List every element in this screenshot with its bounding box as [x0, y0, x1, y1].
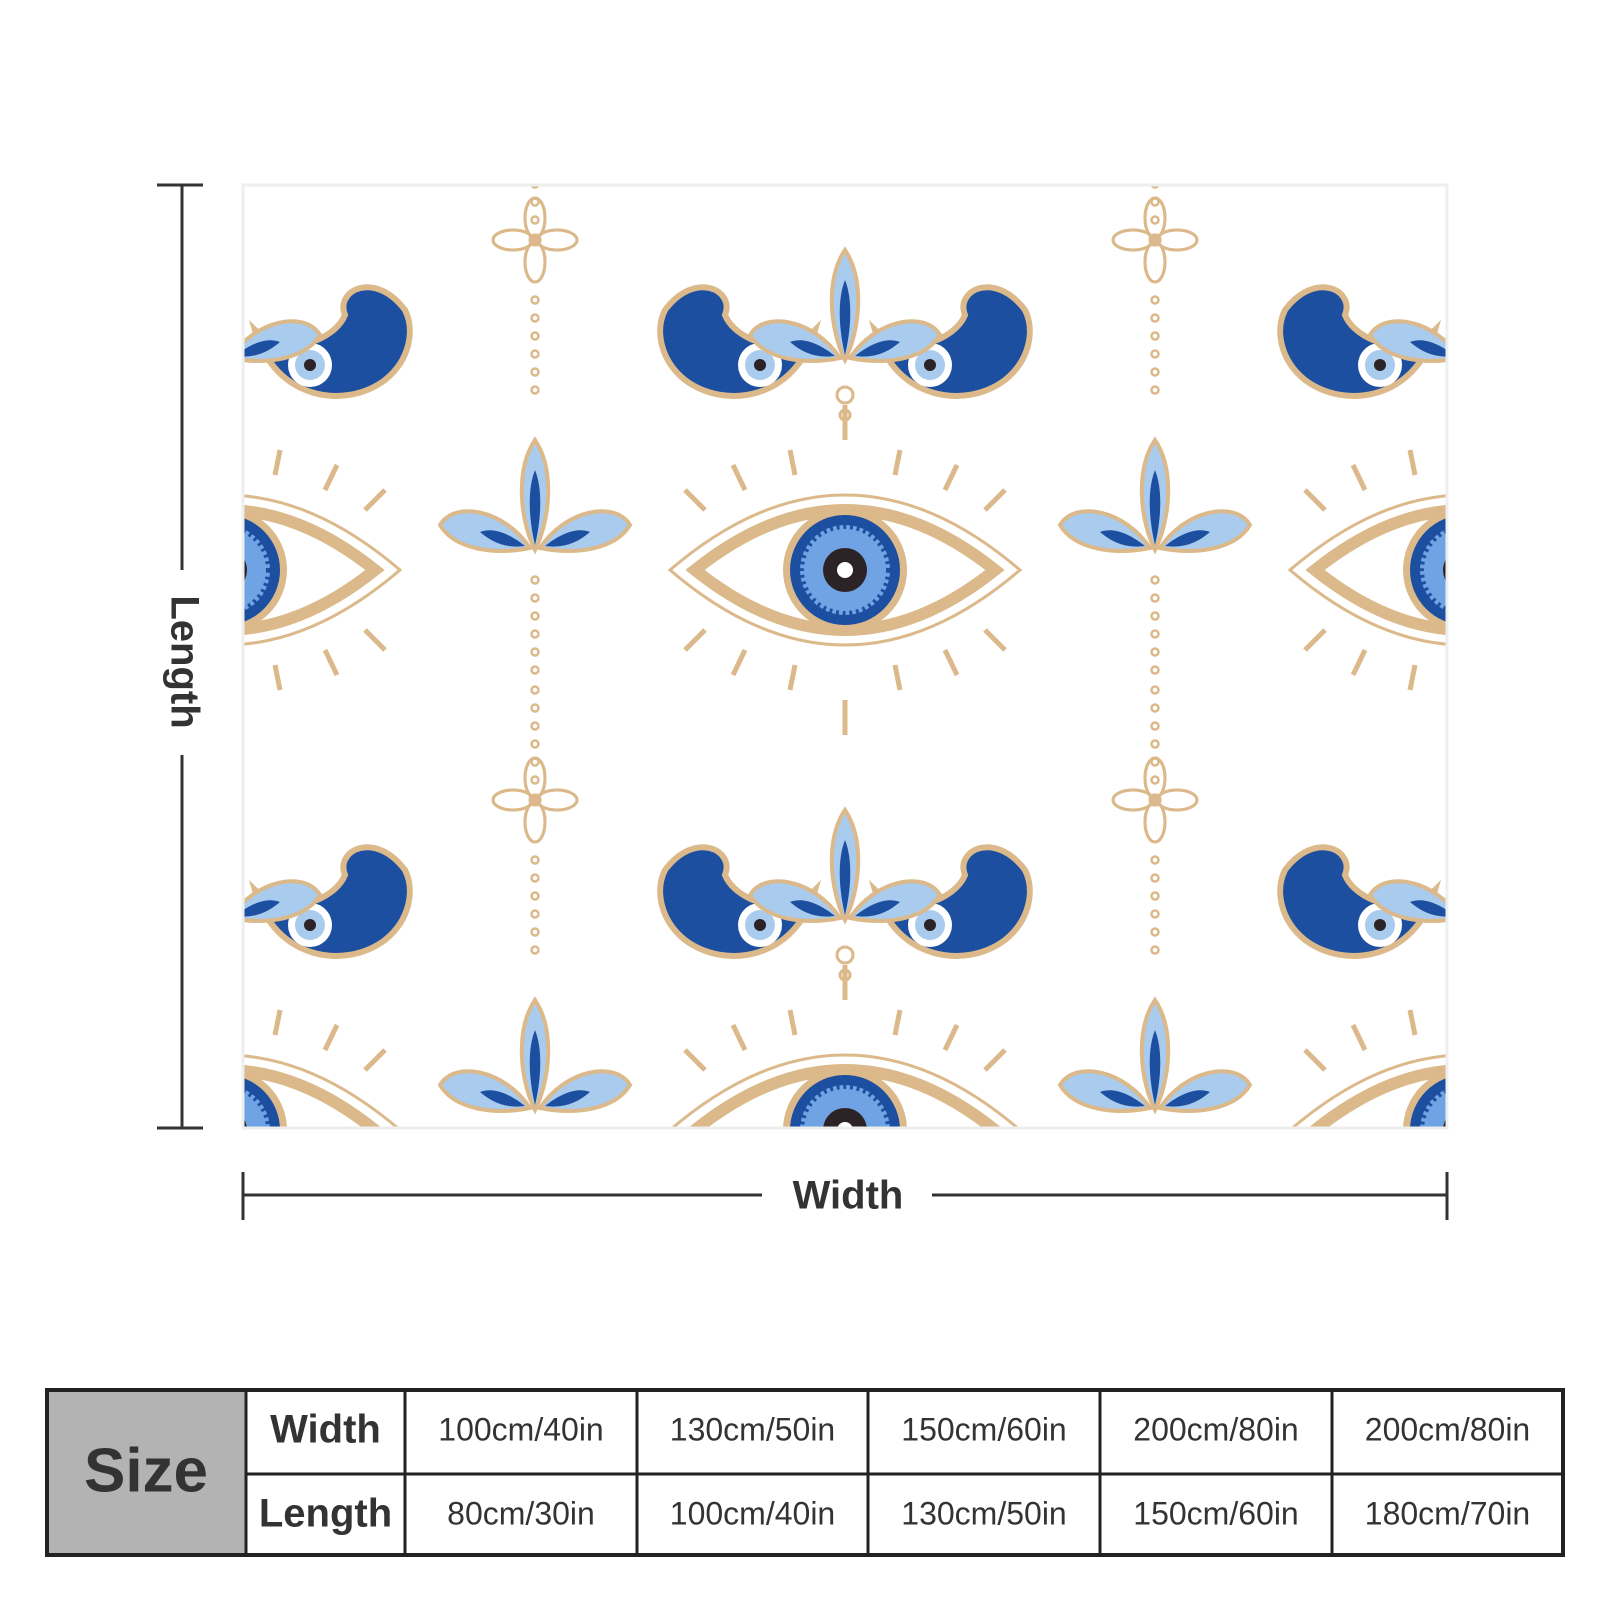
blanket — [241, 183, 1449, 1130]
width-label: Width — [793, 1174, 904, 1218]
size-value: 150cm/60in — [1133, 1495, 1298, 1531]
size-cell — [47, 1390, 246, 1555]
length-label: Length — [162, 595, 206, 728]
width-dimension — [241, 1172, 1449, 1220]
size-value: 130cm/50in — [901, 1495, 1066, 1531]
size-value: 130cm/50in — [670, 1411, 835, 1447]
size-value: 150cm/60in — [901, 1411, 1066, 1447]
size-value: 100cm/40in — [438, 1411, 603, 1447]
size-table: Size Width 100cm/40in 130cm/50in 150cm/60in… — [45, 1388, 1565, 1557]
size-value: 180cm/70in — [1365, 1495, 1530, 1531]
row-header: Width — [270, 1408, 381, 1452]
length-dimension — [157, 183, 203, 1130]
size-value: 100cm/40in — [670, 1495, 835, 1531]
size-value: 80cm/30in — [447, 1495, 595, 1531]
size-value: 200cm/80in — [1133, 1411, 1298, 1447]
size-value: 200cm/80in — [1365, 1411, 1530, 1447]
size-title: Size — [84, 1436, 208, 1505]
row-header: Length — [259, 1492, 392, 1536]
